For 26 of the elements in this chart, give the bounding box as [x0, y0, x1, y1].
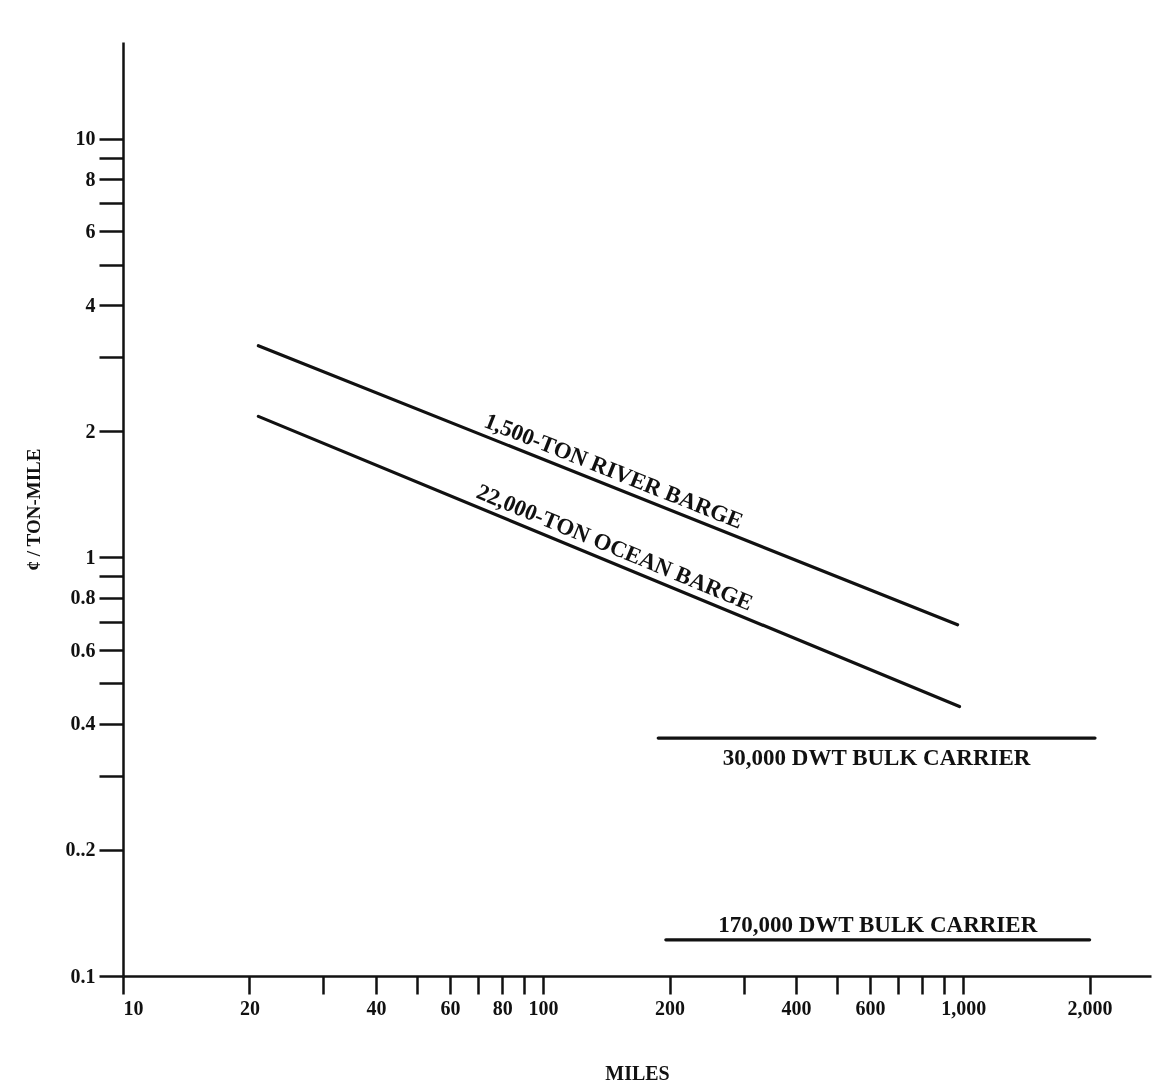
- y-tick-label: 1: [85, 545, 96, 568]
- x-tick-label: 100: [528, 996, 559, 1019]
- x-tick-label: 400: [781, 996, 812, 1019]
- x-tick-label: 60: [440, 996, 461, 1019]
- y-tick-label: 0.6: [70, 638, 96, 661]
- y-tick-label: 0.8: [70, 586, 96, 609]
- y-tick-label: 6: [85, 219, 96, 242]
- x-tick-label: 40: [366, 996, 387, 1019]
- x-tick-label: 20: [239, 996, 260, 1019]
- x-axis-title: MILES: [605, 1061, 670, 1083]
- y-tick-label: 4: [85, 293, 96, 316]
- x-tick-label: 2,000: [1067, 996, 1113, 1019]
- y-tick-label: 0.1: [70, 964, 96, 987]
- y-tick-label: 0.4: [70, 712, 96, 735]
- x-tick-label: 600: [855, 996, 886, 1019]
- y-tick-label: 8: [85, 167, 96, 190]
- series-label: 170,000 DWT BULK CARRIER: [718, 911, 1038, 937]
- y-axis-title: ¢ / TON-MILE: [22, 448, 44, 571]
- series-label: 30,000 DWT BULK CARRIER: [722, 745, 1031, 771]
- y-tick-label: 2: [85, 419, 96, 442]
- x-tick-label: 10: [123, 996, 144, 1019]
- y-tick-label: 10: [75, 127, 96, 149]
- x-tick-label: 1,000: [941, 996, 987, 1019]
- x-tick-label: 200: [655, 996, 686, 1019]
- x-tick-label: 80: [492, 996, 513, 1019]
- y-tick-label: 0..2: [65, 838, 96, 861]
